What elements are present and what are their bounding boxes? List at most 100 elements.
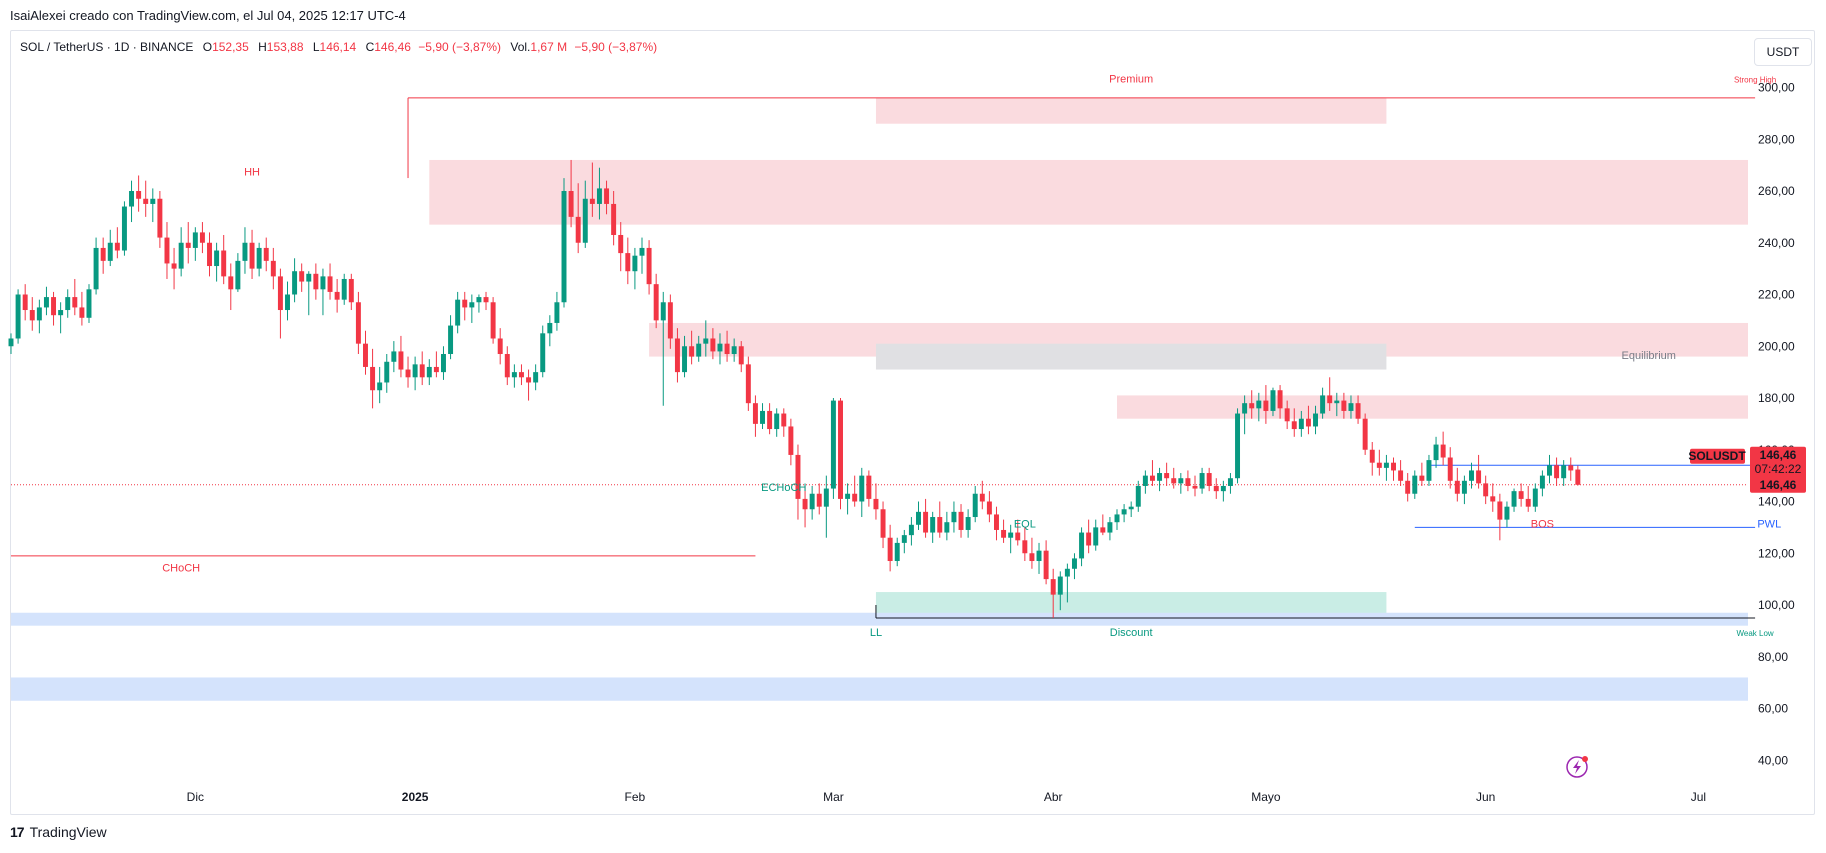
candle-body: [937, 517, 943, 533]
candle-body: [1029, 553, 1035, 562]
candle-body: [972, 493, 978, 518]
candle-body: [1497, 501, 1503, 520]
candle-body: [129, 191, 135, 207]
x-axis-tick-label: 2025: [402, 790, 429, 804]
candle-body: [306, 273, 312, 282]
candle-body: [923, 511, 929, 533]
candle-body: [738, 346, 744, 365]
x-axis-tick-label: Mar: [823, 790, 844, 804]
candle-body: [1469, 470, 1474, 481]
candle-body: [760, 410, 765, 424]
y-axis-tick-label: 260,00: [1758, 184, 1795, 198]
candle-body: [207, 242, 212, 267]
candle-body: [994, 514, 999, 530]
candle-body: [235, 260, 241, 290]
candle-body: [1235, 413, 1241, 479]
chart-frame: [10, 30, 1815, 815]
candle-body: [1341, 400, 1347, 411]
y-axis-tick-label: 240,00: [1758, 236, 1795, 250]
candle-body: [58, 310, 64, 316]
candle-body: [894, 542, 900, 562]
candle-body: [1270, 390, 1276, 411]
candle-body: [1043, 550, 1049, 580]
notification-dot-icon: [1582, 756, 1588, 762]
symbol-label[interactable]: SOL / TetherUS · 1D · BINANCE: [20, 40, 194, 54]
candle-body: [504, 354, 510, 378]
annotation-label: HH: [244, 166, 260, 178]
candle-body: [1022, 540, 1028, 554]
candle-body: [618, 234, 624, 254]
y-axis-tick-label: 220,00: [1758, 288, 1795, 302]
candle-body: [1525, 498, 1531, 507]
y-axis-tick-label: 200,00: [1758, 339, 1795, 353]
candle-body: [72, 297, 78, 308]
candle-body: [419, 364, 425, 378]
y-axis-tick-label: 60,00: [1758, 702, 1788, 716]
candle-body: [65, 297, 71, 311]
candle-body: [136, 191, 142, 199]
y-axis-tick-label: 40,00: [1758, 753, 1788, 767]
candle-body: [121, 206, 127, 251]
candle-body: [767, 410, 773, 430]
candle-body: [1291, 421, 1297, 430]
ohlc-legend: SOL / TetherUS · 1D · BINANCE O152,35 H1…: [20, 40, 657, 54]
zone-rect: [875, 343, 1387, 370]
candle-body: [1419, 475, 1425, 481]
candle-body: [8, 338, 14, 347]
currency-button[interactable]: USDT: [1754, 38, 1812, 66]
candle-body: [320, 276, 326, 290]
candle-body: [497, 338, 503, 355]
volume-value: 1,67 M: [530, 40, 568, 54]
candle-body: [1504, 506, 1510, 520]
candle-body: [1575, 469, 1581, 485]
annotation-label: LL: [870, 627, 882, 639]
y-axis-tick-label: 280,00: [1758, 132, 1795, 146]
candle-body: [384, 361, 390, 383]
tradingview-brand: TradingView: [29, 824, 107, 840]
candle-body: [1242, 403, 1248, 414]
candle-body: [341, 278, 347, 300]
candle-body: [249, 242, 255, 269]
annotation-label: Weak Low: [1736, 629, 1773, 638]
candle-body: [327, 276, 333, 292]
candle-body: [1086, 532, 1092, 546]
candle-body: [1518, 491, 1524, 499]
annotation-label: BOS: [1531, 518, 1554, 530]
candle-body: [313, 273, 319, 290]
candle-body: [1376, 462, 1382, 468]
annotation-label: EQL: [1014, 518, 1036, 530]
annotation-label: Premium: [1109, 73, 1153, 85]
candle-body: [582, 198, 588, 243]
candle-body: [348, 278, 354, 303]
candle-body: [916, 511, 921, 525]
candle-body: [866, 475, 872, 499]
low-label: L: [312, 40, 320, 54]
candle-body: [412, 364, 418, 378]
candle-body: [1142, 475, 1148, 486]
candle-body: [710, 338, 716, 352]
annotation-label: Strong High: [1734, 75, 1776, 84]
symbol-badge-label: SOLUSDT: [1688, 449, 1746, 463]
candle-body: [823, 488, 829, 507]
y-axis-tick-label: 300,00: [1758, 81, 1795, 95]
candle-body: [717, 343, 723, 352]
x-axis-tick-label: Feb: [625, 790, 646, 804]
candle-body: [51, 297, 57, 316]
chart-attribution: IsaiAlexei creado con TradingView.com, e…: [10, 8, 406, 23]
candle-body: [838, 400, 843, 499]
candle-body: [1185, 478, 1191, 486]
candle-body: [1263, 400, 1269, 411]
candle-body: [86, 289, 92, 318]
candle-body: [561, 191, 567, 303]
candle-body: [1532, 488, 1538, 507]
candle-body: [1433, 444, 1439, 461]
candle-body: [426, 366, 432, 378]
candle-body: [263, 247, 269, 261]
candle-body: [1135, 485, 1141, 507]
x-axis-tick-label: Mayo: [1251, 790, 1281, 804]
candle-body: [795, 454, 801, 499]
low-value: 146,14: [319, 40, 357, 54]
candle-body: [1327, 395, 1333, 404]
annotation-label: ECHoCH: [761, 482, 806, 494]
